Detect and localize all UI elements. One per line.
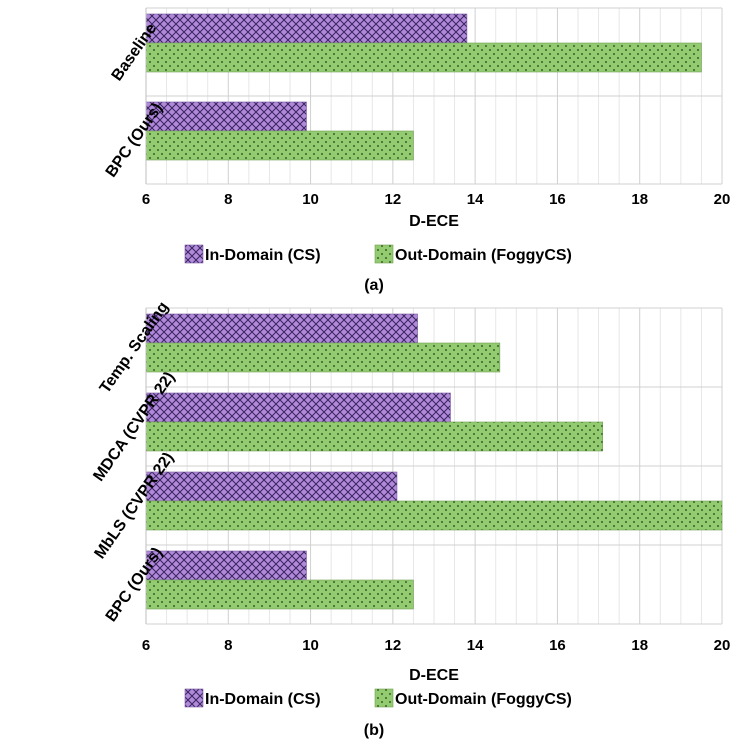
bar-out-domain: [145, 42, 702, 73]
x-tick-label: 18: [631, 191, 648, 208]
x-tick-label: 12: [385, 637, 402, 654]
x-tick-label: 14: [467, 637, 484, 654]
bar-in-domain: [145, 13, 468, 44]
legend-swatch-in-domain: [184, 244, 204, 264]
x-axis-label: D-ECE: [409, 667, 459, 684]
x-tick-label: 12: [385, 191, 402, 208]
bars: [145, 313, 723, 610]
bar-out-domain: [145, 342, 501, 373]
x-tick-label: 18: [631, 637, 648, 654]
x-axis-label: D-ECE: [409, 213, 459, 230]
legend-swatch-out-domain: [374, 688, 394, 708]
legend-swatch-in-domain: [184, 688, 204, 708]
x-tick-labels: 6 8 10 12 14 16 18 20: [142, 191, 731, 208]
x-tick-label: 10: [302, 637, 319, 654]
x-tick-label: 6: [142, 191, 150, 208]
x-tick-label: 6: [142, 637, 150, 654]
x-tick-labels: 6 8 10 12 14 16 18 20: [142, 637, 731, 654]
bar-in-domain: [145, 313, 418, 344]
x-tick-label: 16: [549, 637, 566, 654]
bar-in-domain: [145, 550, 307, 581]
legend: In-Domain (CS) Out-Domain (FoggyCS): [184, 688, 572, 708]
x-tick-label: 20: [714, 191, 731, 208]
x-tick-label: 16: [549, 191, 566, 208]
bar-out-domain: [145, 130, 414, 161]
bar-out-domain: [145, 500, 723, 531]
x-tick-label: 10: [302, 191, 319, 208]
x-tick-label: 8: [224, 637, 232, 654]
bar-out-domain: [145, 421, 603, 452]
legend-label-in-domain: In-Domain (CS): [205, 691, 321, 708]
legend-swatch-out-domain: [374, 244, 394, 264]
x-tick-label: 8: [224, 191, 232, 208]
panel-caption: (b): [364, 722, 384, 739]
legend: In-Domain (CS) Out-Domain (FoggyCS): [184, 244, 572, 264]
bars: [145, 13, 702, 161]
legend-label-in-domain: In-Domain (CS): [205, 247, 321, 264]
bar-out-domain: [145, 579, 414, 610]
bar-in-domain: [145, 392, 451, 423]
legend-label-out-domain: Out-Domain (FoggyCS): [395, 247, 572, 264]
legend-label-out-domain: Out-Domain (FoggyCS): [395, 691, 572, 708]
bar-in-domain: [145, 101, 307, 132]
x-tick-label: 20: [714, 637, 731, 654]
bar-in-domain: [145, 471, 398, 502]
panel-caption: (a): [364, 277, 384, 294]
x-tick-label: 14: [467, 191, 484, 208]
